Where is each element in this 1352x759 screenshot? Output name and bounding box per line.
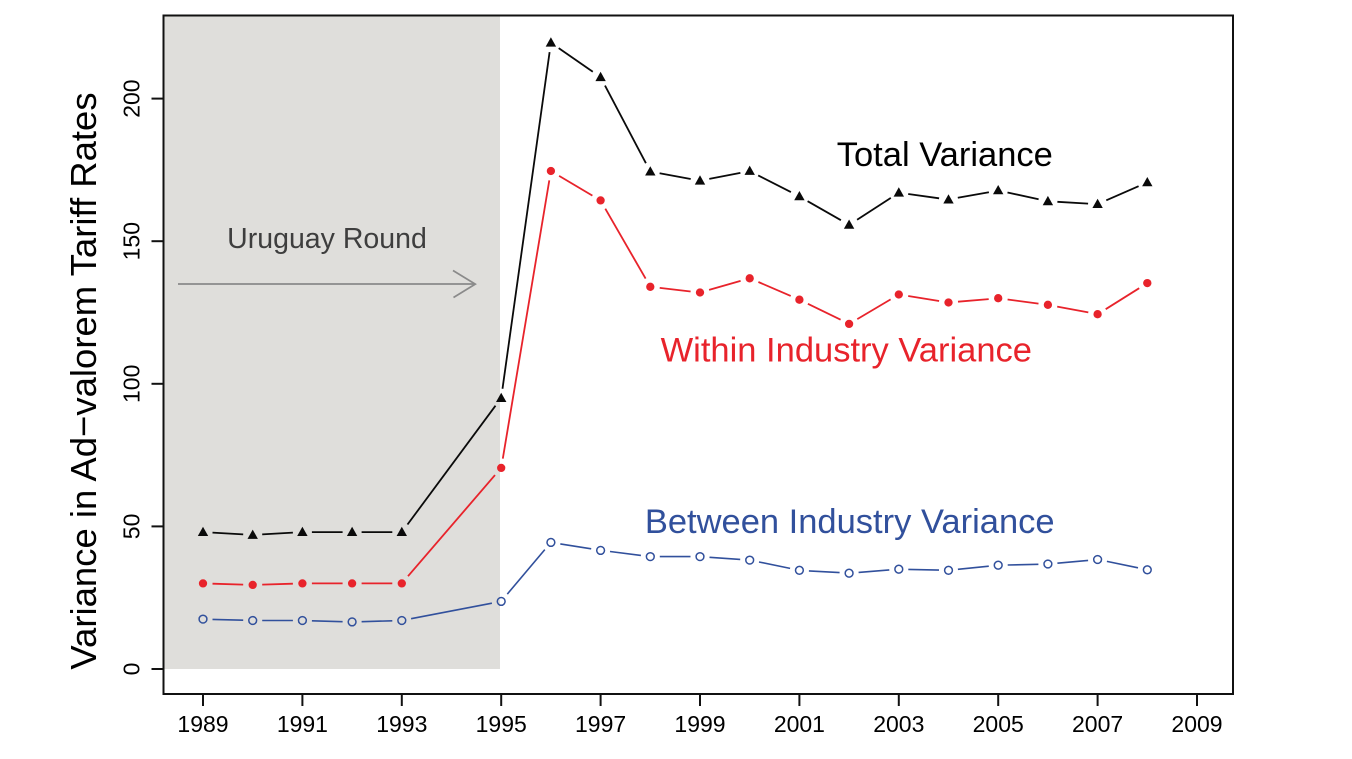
svg-text:Variance in Ad−valorem Tariff: Variance in Ad−valorem Tariff Rates bbox=[63, 92, 104, 669]
svg-text:1991: 1991 bbox=[277, 711, 328, 737]
svg-text:50: 50 bbox=[119, 514, 145, 540]
svg-text:Uruguay Round: Uruguay Round bbox=[227, 223, 427, 255]
svg-text:1995: 1995 bbox=[476, 711, 527, 737]
svg-text:Between Industry Variance: Between Industry Variance bbox=[645, 503, 1055, 541]
svg-text:0: 0 bbox=[119, 663, 145, 676]
svg-text:2007: 2007 bbox=[1072, 711, 1123, 737]
svg-text:2005: 2005 bbox=[973, 711, 1024, 737]
svg-text:1997: 1997 bbox=[575, 711, 626, 737]
svg-text:1999: 1999 bbox=[674, 711, 725, 737]
svg-text:200: 200 bbox=[119, 79, 145, 117]
svg-text:1989: 1989 bbox=[177, 711, 228, 737]
svg-text:Total Variance: Total Variance bbox=[837, 136, 1053, 174]
svg-text:150: 150 bbox=[119, 222, 145, 260]
svg-text:Within Industry Variance: Within Industry Variance bbox=[661, 332, 1032, 370]
svg-text:100: 100 bbox=[119, 365, 145, 403]
svg-text:1993: 1993 bbox=[376, 711, 427, 737]
svg-text:2003: 2003 bbox=[873, 711, 924, 737]
svg-text:2001: 2001 bbox=[774, 711, 825, 737]
svg-text:2009: 2009 bbox=[1171, 711, 1222, 737]
